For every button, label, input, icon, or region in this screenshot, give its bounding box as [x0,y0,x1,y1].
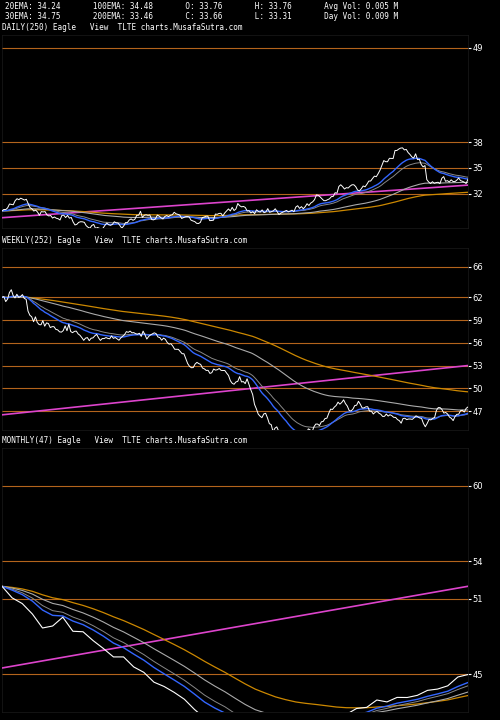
Text: WEEKLY(252) Eagle   View  TLTE charts.MusafaSutra.com: WEEKLY(252) Eagle View TLTE charts.Musaf… [2,236,247,245]
Text: 20EMA: 34.24       100EMA: 34.48       O: 33.76       H: 33.76       Avg Vol: 0.: 20EMA: 34.24 100EMA: 34.48 O: 33.76 H: 3… [5,2,398,11]
Text: MONTHLY(47) Eagle   View  TLTE charts.MusafaSutra.com: MONTHLY(47) Eagle View TLTE charts.Musaf… [2,436,247,445]
Text: DAILY(250) Eagle   View  TLTE charts.MusafaSutra.com: DAILY(250) Eagle View TLTE charts.Musafa… [2,23,242,32]
Text: 30EMA: 34.75       200EMA: 33.46       C: 33.66       L: 33.31       Day Vol: 0.: 30EMA: 34.75 200EMA: 33.46 C: 33.66 L: 3… [5,12,398,21]
